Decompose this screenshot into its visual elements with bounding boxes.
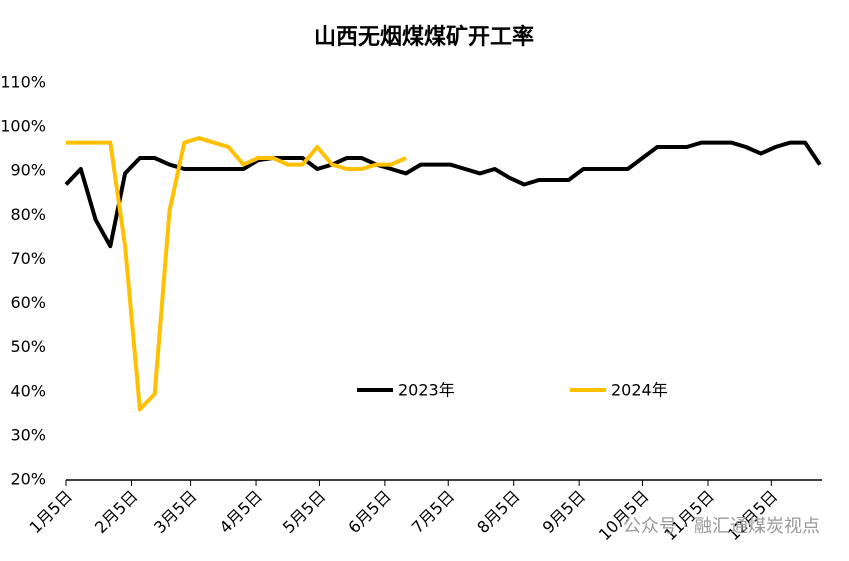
y-tick-label: 20% [10, 470, 46, 489]
watermark: 公众号 · 融汇通煤炭视点 [623, 516, 820, 537]
x-tick-label: 7月5日 [408, 487, 458, 537]
series-line [66, 136, 407, 412]
x-tick-label: 2月5日 [91, 487, 141, 537]
y-tick-label: 60% [10, 293, 46, 312]
y-tick-label: 40% [10, 381, 46, 400]
chart-title: 山西无烟煤煤矿开工率 [314, 24, 534, 50]
y-tick-label: 50% [10, 337, 46, 356]
y-tick-label: 70% [10, 249, 46, 268]
x-tick-label: 4月5日 [216, 487, 266, 537]
x-tick-label: 3月5日 [150, 487, 200, 537]
y-tick-label: 100% [0, 117, 46, 136]
y-tick-label: 80% [10, 205, 46, 224]
x-tick-label: 1月5日 [26, 487, 76, 537]
legend-label: 2023年 [398, 381, 455, 400]
y-tick-label: 30% [10, 425, 46, 444]
x-tick-label: 8月5日 [473, 487, 523, 537]
legend-label: 2024年 [611, 381, 668, 400]
y-tick-label: 90% [10, 161, 46, 180]
series-line [64, 140, 822, 249]
x-tick-label: 6月5日 [344, 487, 394, 537]
x-tick-label: 5月5日 [279, 487, 329, 537]
x-tick-label: 9月5日 [539, 487, 589, 537]
y-tick-label: 110% [0, 73, 46, 92]
